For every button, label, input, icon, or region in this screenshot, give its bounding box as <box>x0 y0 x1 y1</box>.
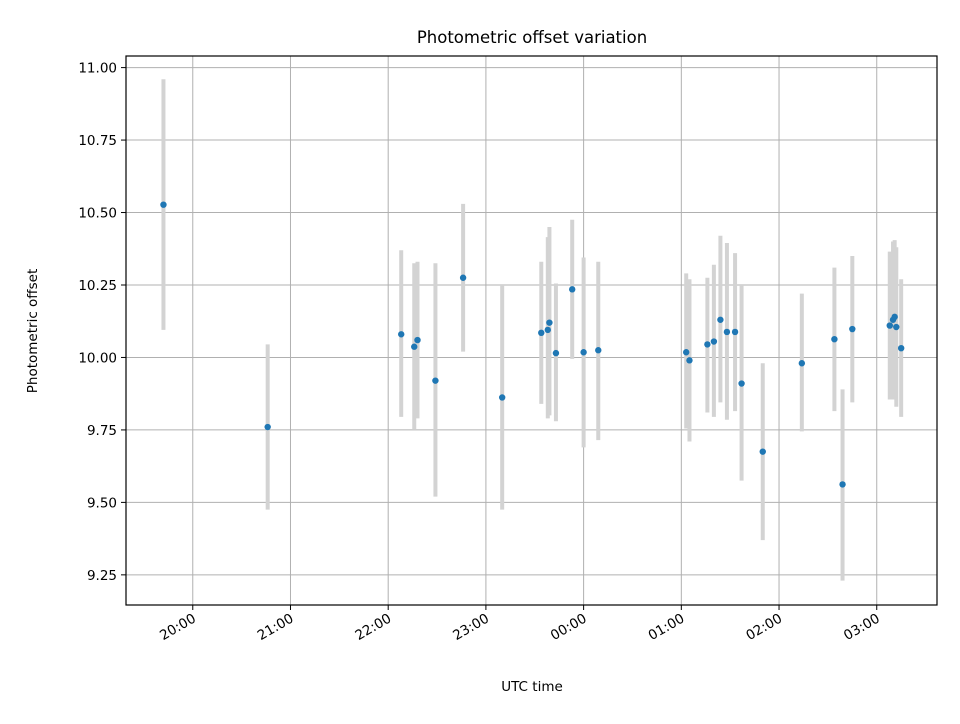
data-point <box>432 377 439 384</box>
y-tick-label: 10.50 <box>78 206 117 222</box>
y-tick-label: 9.50 <box>87 495 117 511</box>
data-point <box>897 344 905 352</box>
data-point <box>580 349 587 356</box>
data-point <box>414 336 421 344</box>
data-point <box>552 349 560 357</box>
y-axis-ticks: 9.25 9.50 9.75 10.00 10.25 10.50 10.75 11.00 <box>78 61 126 584</box>
data-point <box>849 325 856 333</box>
data-point <box>831 335 838 343</box>
data-point <box>723 328 731 336</box>
data-point <box>717 316 724 323</box>
y-tick-label: 9.75 <box>87 423 117 439</box>
data-point <box>595 347 602 354</box>
y-tick-label: 11.00 <box>78 61 117 77</box>
data-point <box>546 319 553 326</box>
data-point <box>538 329 545 337</box>
chart-title: Photometric offset variation <box>417 28 647 47</box>
x-axis-label: UTC time <box>501 679 563 695</box>
data-point <box>704 341 711 348</box>
plot-frame <box>125 55 938 606</box>
y-tick-label: 9.25 <box>87 568 117 584</box>
y-axis-label: Photometric offset <box>25 269 41 393</box>
data-point <box>544 326 551 334</box>
data-points <box>160 201 905 488</box>
data-point <box>569 286 576 293</box>
data-point <box>264 423 271 431</box>
data-point <box>686 357 693 364</box>
data-point <box>759 448 766 455</box>
data-point <box>839 481 846 488</box>
data-point <box>798 360 806 367</box>
data-point <box>886 322 893 329</box>
y-tick-label: 10.75 <box>78 133 117 149</box>
y-tick-label: 10.00 <box>78 350 117 366</box>
data-point <box>459 274 467 281</box>
data-point <box>498 394 506 401</box>
data-point <box>738 380 745 387</box>
data-point <box>160 201 167 208</box>
data-point <box>893 323 900 331</box>
data-point <box>683 349 690 356</box>
y-tick-label: 10.25 <box>78 278 117 294</box>
data-point <box>891 313 898 321</box>
data-point <box>710 338 718 345</box>
data-point <box>731 328 739 336</box>
data-point <box>411 343 418 350</box>
data-point <box>398 331 405 338</box>
